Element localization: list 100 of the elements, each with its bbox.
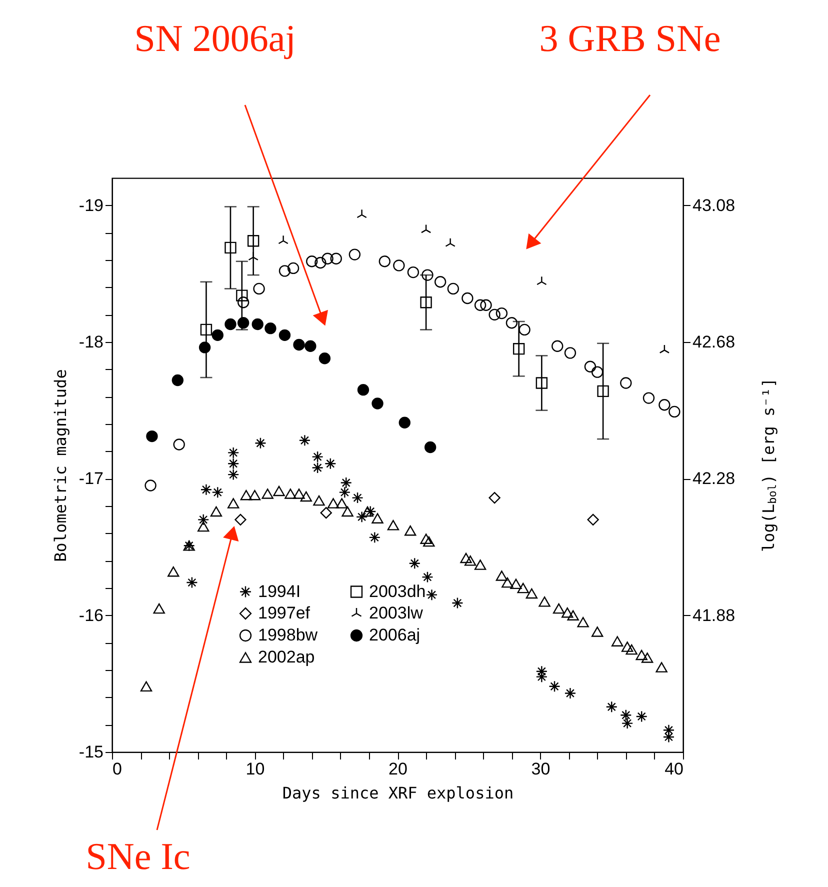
legend-label: 1994I xyxy=(258,582,301,601)
point xyxy=(224,318,236,330)
point xyxy=(236,290,248,302)
point xyxy=(368,532,381,544)
legend-label: 2006aj xyxy=(369,626,420,644)
point xyxy=(641,652,654,663)
x-tick-label: 0 xyxy=(112,760,122,778)
x-tick-label: 40 xyxy=(664,760,684,778)
point xyxy=(620,709,632,721)
point xyxy=(293,338,305,351)
legend-label: 2003dh xyxy=(369,582,426,601)
point xyxy=(327,498,340,508)
point xyxy=(548,680,560,692)
point xyxy=(264,322,276,334)
point xyxy=(227,498,240,508)
legend-label: 2002ap xyxy=(258,648,315,666)
point xyxy=(474,560,486,570)
point xyxy=(227,468,240,480)
point xyxy=(536,276,547,286)
point xyxy=(227,446,240,459)
legend-label: 1998bw xyxy=(258,626,318,644)
point xyxy=(445,238,456,247)
point xyxy=(227,458,240,470)
point xyxy=(186,576,198,588)
point xyxy=(420,296,432,308)
point xyxy=(338,486,351,498)
point xyxy=(336,498,348,508)
point xyxy=(356,209,367,218)
point xyxy=(462,292,474,304)
point xyxy=(422,269,434,281)
point xyxy=(372,513,384,524)
point xyxy=(212,486,224,498)
text: SN 2006aj xyxy=(134,18,296,60)
point xyxy=(254,437,266,449)
point xyxy=(606,701,618,713)
point xyxy=(636,710,648,722)
point xyxy=(200,324,212,336)
point xyxy=(620,377,632,389)
text: SNe Ic xyxy=(86,836,190,878)
point xyxy=(518,324,530,336)
point xyxy=(423,536,435,547)
point xyxy=(322,252,334,264)
point xyxy=(314,256,326,269)
point xyxy=(212,329,224,341)
point xyxy=(526,588,538,599)
point xyxy=(372,398,384,410)
point xyxy=(496,570,508,581)
legend-label: 1997ef xyxy=(258,604,310,622)
point xyxy=(404,525,416,536)
point xyxy=(393,260,405,272)
point xyxy=(552,603,565,614)
point xyxy=(278,329,291,341)
y-axis-title: Bolometric magnitude xyxy=(50,369,70,562)
point xyxy=(562,607,574,618)
y-tick-label: -16 xyxy=(78,606,104,625)
y2-tick-label: 42.28 xyxy=(692,469,736,488)
point xyxy=(318,352,331,364)
point xyxy=(567,610,579,620)
point xyxy=(474,299,486,311)
point xyxy=(587,514,599,526)
point xyxy=(659,344,670,354)
point xyxy=(564,347,576,359)
point xyxy=(340,476,352,489)
text: 3 GRB SNe xyxy=(539,18,721,60)
point xyxy=(621,642,634,652)
legend-label: 2003lw xyxy=(369,604,424,622)
point xyxy=(312,462,324,474)
point xyxy=(330,252,342,264)
point xyxy=(621,717,634,730)
point xyxy=(480,299,492,311)
point xyxy=(577,617,589,628)
point xyxy=(140,681,152,692)
point xyxy=(420,224,432,234)
point xyxy=(517,582,529,594)
point xyxy=(398,416,410,428)
y-tick-label: -17 xyxy=(78,469,104,488)
point xyxy=(278,265,291,277)
point xyxy=(300,491,312,502)
point xyxy=(378,256,390,268)
point xyxy=(146,430,158,442)
point xyxy=(658,399,670,411)
y2-tick-label: 43.08 xyxy=(692,196,736,215)
point xyxy=(210,506,222,517)
y-tick-label: -18 xyxy=(78,332,104,352)
point xyxy=(592,626,604,637)
point xyxy=(460,552,472,564)
point xyxy=(287,262,300,274)
y-tick-label: -19 xyxy=(78,196,104,215)
point xyxy=(172,374,184,386)
point xyxy=(642,392,655,404)
y2-axis-title: log(Lbol) [erg s⁻¹] xyxy=(759,378,779,552)
point xyxy=(387,520,400,530)
point xyxy=(424,441,436,454)
point xyxy=(352,492,364,504)
point xyxy=(252,318,264,330)
point xyxy=(510,578,522,590)
point xyxy=(324,458,336,470)
point xyxy=(626,644,638,655)
point xyxy=(488,308,500,320)
point xyxy=(153,603,165,614)
